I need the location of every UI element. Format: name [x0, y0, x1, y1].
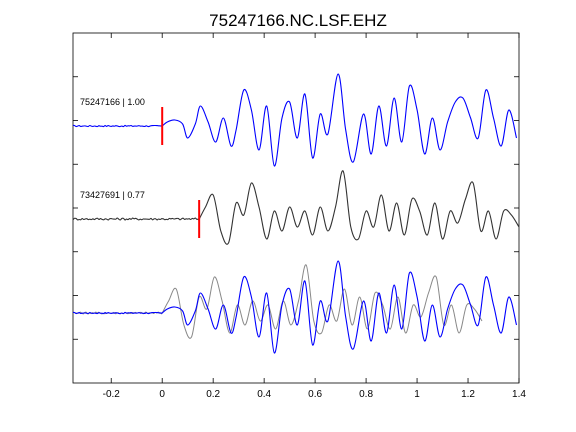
- trace-2-waveform: [72, 170, 520, 245]
- x-tick-label: 0.6: [308, 389, 322, 400]
- x-tick-label: -0.2: [103, 389, 121, 400]
- trace-1-waveform: [72, 73, 518, 167]
- x-tick-label: 0.2: [206, 389, 220, 400]
- x-tick-label: 1.2: [461, 389, 475, 400]
- x-axis: -0.2 0 0.2 0.4 0.6 0.8 1 1.2 1.4: [103, 33, 526, 400]
- x-tick-label: 0: [159, 389, 165, 400]
- chart-title: 75247166.NC.LSF.EHZ: [209, 11, 387, 30]
- x-tick-label: 1: [414, 389, 420, 400]
- trace-1-label: 75247166 | 1.00: [80, 97, 145, 107]
- overlay-traces: [72, 260, 518, 354]
- x-tick-label: 1.4: [512, 389, 526, 400]
- plot-frame: [72, 32, 520, 384]
- y-axis: [73, 76, 519, 340]
- trace-2-label: 73427691 | 0.77: [80, 190, 145, 200]
- x-tick-label: 0.8: [359, 389, 373, 400]
- overlay-trace-2: [74, 264, 483, 339]
- x-tick-label: 0.4: [257, 389, 271, 400]
- overlay-trace-1: [72, 260, 518, 354]
- traces: 75247166 | 1.00 73427691 | 0.77: [72, 73, 520, 245]
